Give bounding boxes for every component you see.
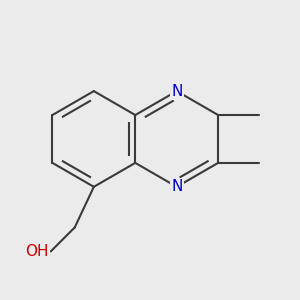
Text: N: N — [171, 179, 182, 194]
Text: OH: OH — [26, 244, 49, 259]
Text: N: N — [171, 84, 182, 99]
